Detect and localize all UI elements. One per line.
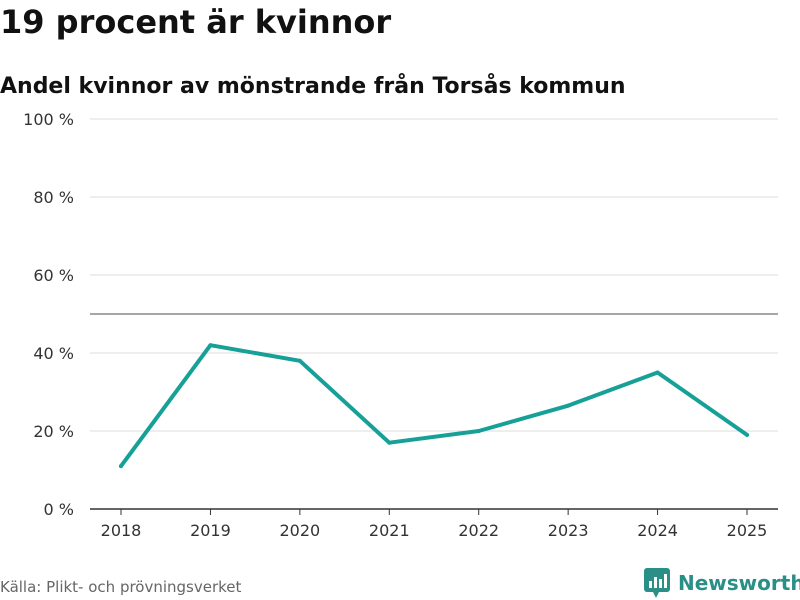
data-point: [476, 429, 481, 433]
gridlines: [90, 118, 778, 432]
y-tick-label: 40 %: [33, 344, 74, 363]
data-point: [387, 440, 392, 445]
data-point: [566, 403, 571, 408]
x-tick-label: 2023: [548, 521, 589, 540]
data-point: [745, 432, 749, 437]
x-tick-label: 2020: [279, 521, 320, 540]
x-tick-label: 2024: [637, 521, 678, 540]
y-tick-label: 80 %: [33, 188, 74, 207]
data-point: [655, 370, 660, 375]
series-line: [119, 343, 749, 469]
y-tick-label: 100 %: [23, 110, 74, 129]
data-point: [297, 358, 302, 363]
line-chart: 0 % 20 % 40 % 60 % 80 % 100 % 2018 2019 2020 202…: [23, 110, 778, 540]
y-tick-label: 60 %: [33, 266, 74, 285]
x-tick-label: 2025: [727, 521, 768, 540]
series-group: [119, 343, 749, 469]
newsworthy-logo-icon: [644, 568, 670, 598]
x-tick-label: 2018: [101, 521, 142, 540]
y-tick-label: 20 %: [33, 422, 74, 441]
x-axis-ticks: 2018 2019 2020 2021 2022 2023 2024 2025: [101, 509, 768, 540]
source-note: Källa: Plikt- och prövningsverket: [0, 578, 242, 596]
data-point: [119, 464, 123, 469]
x-tick-label: 2019: [190, 521, 231, 540]
chart-subtitle: Andel kvinnor av mönstrande från Torsås …: [0, 74, 626, 99]
x-tick-label: 2022: [458, 521, 499, 540]
y-tick-label: 0 %: [44, 500, 74, 519]
brand-name: Newsworthy: [678, 571, 800, 595]
data-point: [208, 343, 213, 348]
chart-title: 19 procent är kvinnor: [0, 3, 392, 41]
x-tick-label: 2021: [369, 521, 410, 540]
y-axis-ticks: 0 % 20 % 40 % 60 % 80 % 100 %: [23, 110, 74, 519]
brand-logo: Newsworthy: [644, 568, 800, 598]
